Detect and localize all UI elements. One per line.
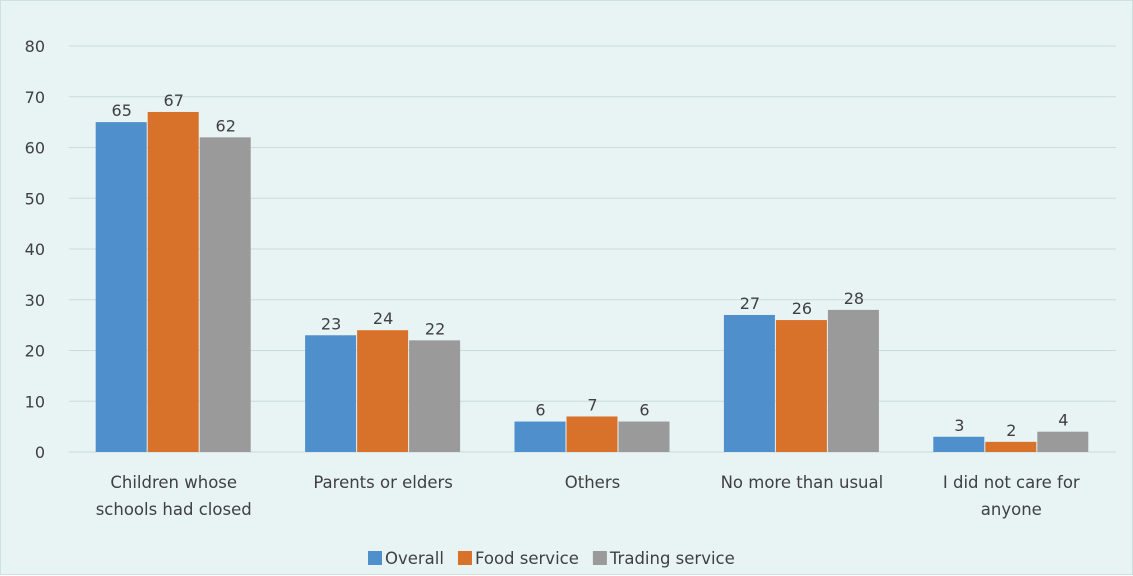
category-labels: Children whose schools had closed Parents … <box>96 473 1080 519</box>
legend-label: Food service <box>475 549 579 568</box>
y-tick-label: 10 <box>25 392 45 411</box>
bar-trading-service <box>409 340 461 452</box>
legend: Overall Food service Trading service <box>368 549 735 568</box>
category-label: Parents or elders <box>313 473 453 492</box>
data-label: 62 <box>216 116 236 135</box>
data-label: 6 <box>639 401 649 420</box>
data-label: 26 <box>792 299 812 318</box>
data-label: 65 <box>112 101 132 120</box>
data-label: 2 <box>1006 421 1016 440</box>
category-label-line: schools had closed <box>96 500 252 519</box>
bar-food-service <box>775 320 827 452</box>
category-label: Others <box>565 473 620 492</box>
y-tick-label: 0 <box>35 443 45 462</box>
category-label: Children whose schools had closed <box>96 473 252 519</box>
category-label-line: No more than usual <box>721 473 884 492</box>
y-tick-label: 40 <box>25 240 45 259</box>
category-label-line: Others <box>565 473 620 492</box>
bar-overall <box>933 436 985 452</box>
bar-food-service <box>985 441 1037 452</box>
y-axis-ticks: 0 10 20 30 40 50 60 70 80 <box>25 37 45 462</box>
bar-food-service <box>147 111 199 452</box>
category-label-line: Children whose <box>110 473 237 492</box>
y-tick-label: 80 <box>25 37 45 56</box>
data-label: 27 <box>740 294 760 313</box>
bar-trading-service <box>827 309 879 452</box>
data-label: 23 <box>321 314 341 333</box>
bar-overall <box>514 421 566 452</box>
bar-overall <box>723 314 775 452</box>
bars <box>95 111 1089 452</box>
bar-trading-service <box>199 137 251 452</box>
bar-food-service <box>357 330 409 452</box>
legend-label: Trading service <box>609 549 735 568</box>
y-tick-label: 50 <box>25 189 45 208</box>
y-tick-label: 30 <box>25 291 45 310</box>
y-tick-label: 60 <box>25 139 45 158</box>
legend-swatch <box>368 551 382 565</box>
y-tick-label: 70 <box>25 88 45 107</box>
bar-trading-service <box>1037 431 1089 452</box>
data-label: 22 <box>425 319 445 338</box>
y-tick-label: 20 <box>25 342 45 361</box>
category-label: No more than usual <box>721 473 884 492</box>
category-label: I did not care for anyone <box>943 473 1080 519</box>
legend-label: Overall <box>385 549 444 568</box>
data-label: 4 <box>1058 411 1068 430</box>
bar-food-service <box>566 416 618 452</box>
bar-overall <box>95 122 147 452</box>
category-label-line: I did not care for <box>943 473 1080 492</box>
legend-swatch <box>592 551 607 565</box>
data-label: 6 <box>535 401 545 420</box>
bar-trading-service <box>618 421 670 452</box>
data-label: 24 <box>373 309 393 328</box>
category-label-line: Parents or elders <box>313 473 453 492</box>
data-label: 7 <box>587 395 597 414</box>
data-label: 28 <box>844 289 864 308</box>
bar-overall <box>305 335 357 452</box>
data-label: 67 <box>164 91 184 110</box>
category-label-line: anyone <box>981 500 1042 519</box>
legend-swatch <box>457 551 472 565</box>
data-label: 3 <box>954 416 964 435</box>
